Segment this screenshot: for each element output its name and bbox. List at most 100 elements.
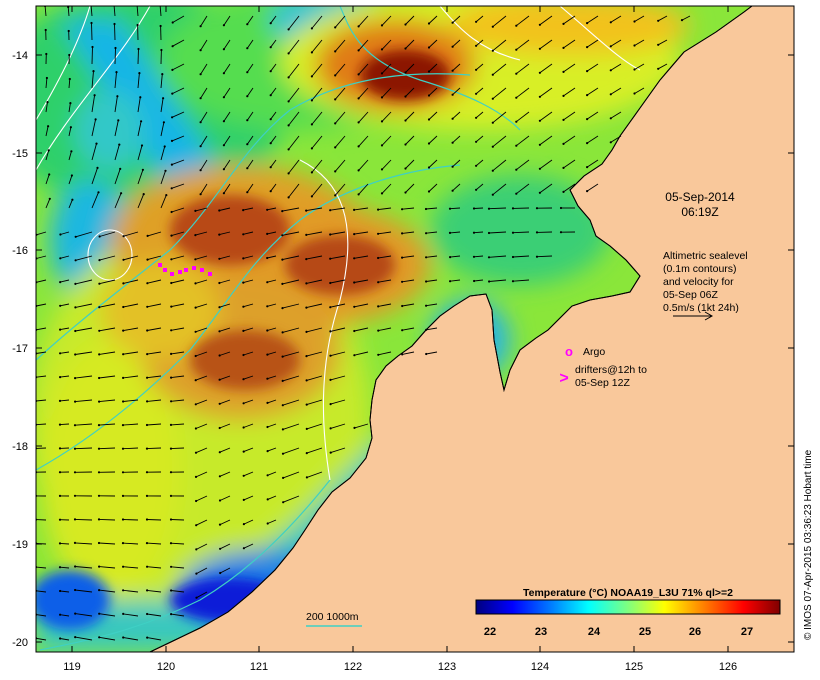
velocity-arrowhead: [491, 169, 494, 172]
velocity-arrow: [99, 375, 116, 379]
velocity-arrow: [36, 423, 47, 426]
velocity-arrow: [171, 375, 185, 379]
velocity-arrowhead: [586, 94, 589, 97]
velocity-arrowhead: [242, 547, 245, 550]
velocity-arrowhead: [95, 142, 98, 145]
velocity-arrow: [539, 15, 553, 26]
velocity-arrow: [452, 87, 461, 96]
velocity-arrow: [330, 351, 346, 357]
velocity-arrow: [200, 87, 208, 99]
velocity-arrow: [428, 39, 438, 48]
velocity-arrow: [74, 542, 93, 545]
velocity-arrowhead: [515, 48, 518, 51]
velocity-arrow: [36, 590, 47, 593]
colorbar-title: Temperature (°C) NOAA19_L3U 71% ql>=2: [523, 587, 733, 599]
velocity-arrow: [306, 471, 323, 478]
velocity-arrow: [378, 279, 392, 283]
velocity-arrow: [36, 637, 47, 641]
velocity-arrowhead: [119, 167, 122, 170]
velocity-arrowhead: [145, 447, 149, 450]
velocity-arrow: [91, 192, 99, 209]
velocity-arrow: [488, 207, 507, 210]
velocity-arrowhead: [475, 116, 478, 119]
velocity-arrow: [243, 471, 254, 477]
velocity-arrow: [99, 351, 116, 355]
velocity-arrow: [99, 279, 116, 285]
velocity-arrow: [381, 39, 392, 50]
velocity-arrow: [282, 399, 300, 406]
velocity-arrowhead: [171, 45, 174, 48]
velocity-arrowhead: [353, 208, 356, 211]
velocity-arrow: [195, 399, 208, 405]
velocity-arrowhead: [425, 232, 428, 235]
velocity-arrowhead: [404, 167, 407, 170]
velocity-arrowhead: [404, 143, 407, 146]
velocity-arrowhead: [266, 256, 269, 260]
velocity-arrow: [381, 159, 392, 170]
velocity-arrow: [160, 170, 166, 185]
velocity-arrowhead: [538, 23, 542, 26]
velocity-arrow: [200, 39, 208, 51]
velocity-arrowhead: [538, 167, 542, 170]
velocity-arrowhead: [472, 255, 476, 258]
velocity-arrowhead: [97, 191, 100, 194]
isobaths: [36, 6, 521, 651]
velocity-arrowhead: [58, 399, 62, 402]
velocity-arrow: [219, 351, 231, 356]
velocity-arrowhead: [122, 612, 125, 616]
velocity-arrowhead: [194, 379, 197, 382]
velocity-arrowhead: [242, 233, 245, 236]
velocity-arrow: [378, 303, 392, 307]
velocity-arrow: [246, 39, 254, 49]
velocity-arrow: [68, 78, 71, 89]
velocity-arrow: [171, 111, 185, 118]
velocity-arrow: [99, 636, 116, 641]
velocity-arrow: [196, 543, 208, 550]
velocity-arrowhead: [269, 118, 272, 121]
velocity-arrow: [219, 543, 231, 550]
velocity-arrow: [243, 231, 254, 235]
velocity-arrowhead: [94, 118, 97, 121]
velocity-arrowhead: [218, 233, 221, 236]
velocity-arrowhead: [451, 21, 454, 24]
velocity-arrow: [99, 566, 116, 569]
velocity-arrowhead: [538, 47, 542, 50]
velocity-arrowhead: [353, 305, 356, 308]
velocity-arrowhead: [170, 376, 173, 379]
velocity-arrow: [45, 126, 49, 137]
velocity-arrowhead: [146, 376, 149, 379]
velocity-arrowhead: [170, 234, 173, 237]
velocity-arrow: [473, 207, 484, 209]
velocity-arrowhead: [139, 96, 142, 99]
velocity-arrow: [492, 135, 507, 148]
credit-text: © IMOS 07-Apr-2015 03:36:23 Hobart time: [803, 449, 814, 640]
velocity-arrow: [354, 255, 369, 259]
argo-label: Argo: [583, 346, 605, 358]
velocity-arrow: [171, 613, 185, 617]
velocity-arrowhead: [404, 47, 407, 50]
velocity-arrowhead: [562, 70, 565, 73]
velocity-arrow: [195, 447, 208, 454]
velocity-arrow: [223, 111, 231, 122]
velocity-arrowhead: [488, 280, 491, 283]
velocity-arrowhead: [242, 450, 245, 453]
velocity-arrowhead: [281, 282, 284, 285]
velocity-arrowhead: [451, 117, 454, 120]
velocity-arrow: [610, 39, 622, 47]
velocity-arrow: [381, 111, 392, 122]
velocity-arrow: [68, 151, 72, 161]
velocity-arrow: [123, 375, 139, 379]
velocity-arrow: [223, 63, 231, 74]
lat-tick-label: -20: [12, 637, 28, 649]
velocity-arrow: [492, 183, 507, 196]
velocity-arrow: [516, 39, 530, 51]
velocity-arrowhead: [451, 69, 454, 72]
velocity-arrowhead: [281, 258, 284, 261]
velocity-arrowhead: [310, 123, 313, 126]
velocity-arrowhead: [334, 50, 337, 53]
velocity-arrowhead: [401, 304, 404, 308]
velocity-arrowhead: [609, 45, 612, 48]
velocity-arrowhead: [68, 53, 71, 57]
velocity-arrow: [68, 199, 73, 209]
velocity-arrowhead: [44, 28, 47, 32]
